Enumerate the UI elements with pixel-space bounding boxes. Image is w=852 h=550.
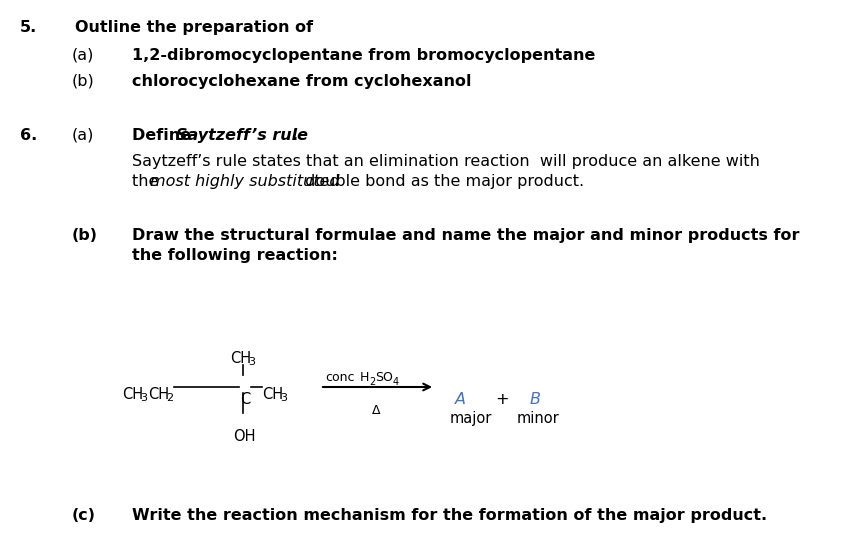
Text: 3: 3 [248, 357, 255, 367]
Text: Δ: Δ [371, 404, 380, 417]
Text: C: C [239, 392, 250, 407]
Text: the: the [132, 174, 164, 189]
Text: Saytzeff’s rule states that an elimination reaction  will produce an alkene with: Saytzeff’s rule states that an eliminati… [132, 154, 759, 169]
Text: (a): (a) [72, 48, 95, 63]
Text: 4: 4 [393, 377, 399, 387]
Text: (b): (b) [72, 74, 95, 89]
Text: .: . [291, 128, 296, 143]
Text: most highly substituted: most highly substituted [150, 174, 339, 189]
Text: Write the reaction mechanism for the formation of the major product.: Write the reaction mechanism for the for… [132, 508, 766, 523]
Text: OH: OH [233, 429, 256, 444]
Text: Saytzeff’s rule: Saytzeff’s rule [176, 128, 308, 143]
Text: 2: 2 [166, 393, 173, 403]
Text: 3: 3 [279, 393, 286, 403]
Text: minor: minor [516, 411, 559, 426]
Text: (c): (c) [72, 508, 96, 523]
Text: Outline the preparation of: Outline the preparation of [75, 20, 313, 35]
Text: Define: Define [132, 128, 197, 143]
Text: CH: CH [122, 387, 143, 402]
Text: 2: 2 [369, 377, 375, 387]
Text: +: + [494, 392, 508, 407]
Text: conc: conc [325, 371, 354, 384]
Text: CH: CH [148, 387, 169, 402]
Text: (a): (a) [72, 128, 95, 143]
Text: the following reaction:: the following reaction: [132, 248, 337, 263]
Text: B: B [529, 392, 540, 407]
Text: (b): (b) [72, 228, 98, 243]
Text: double bond as the major product.: double bond as the major product. [300, 174, 584, 189]
Text: A: A [454, 392, 465, 407]
Text: major: major [450, 411, 492, 426]
Text: CH: CH [262, 387, 283, 402]
Text: H: H [360, 371, 369, 384]
Text: Draw the structural formulae and name the major and minor products for: Draw the structural formulae and name th… [132, 228, 798, 243]
Text: CH: CH [230, 351, 250, 366]
Text: chlorocyclohexane from cyclohexanol: chlorocyclohexane from cyclohexanol [132, 74, 471, 89]
Text: 5.: 5. [20, 20, 37, 35]
Text: 1,2-dibromocyclopentane from bromocyclopentane: 1,2-dibromocyclopentane from bromocyclop… [132, 48, 595, 63]
Text: 3: 3 [140, 393, 147, 403]
Text: 6.: 6. [20, 128, 37, 143]
Text: SO: SO [375, 371, 393, 384]
